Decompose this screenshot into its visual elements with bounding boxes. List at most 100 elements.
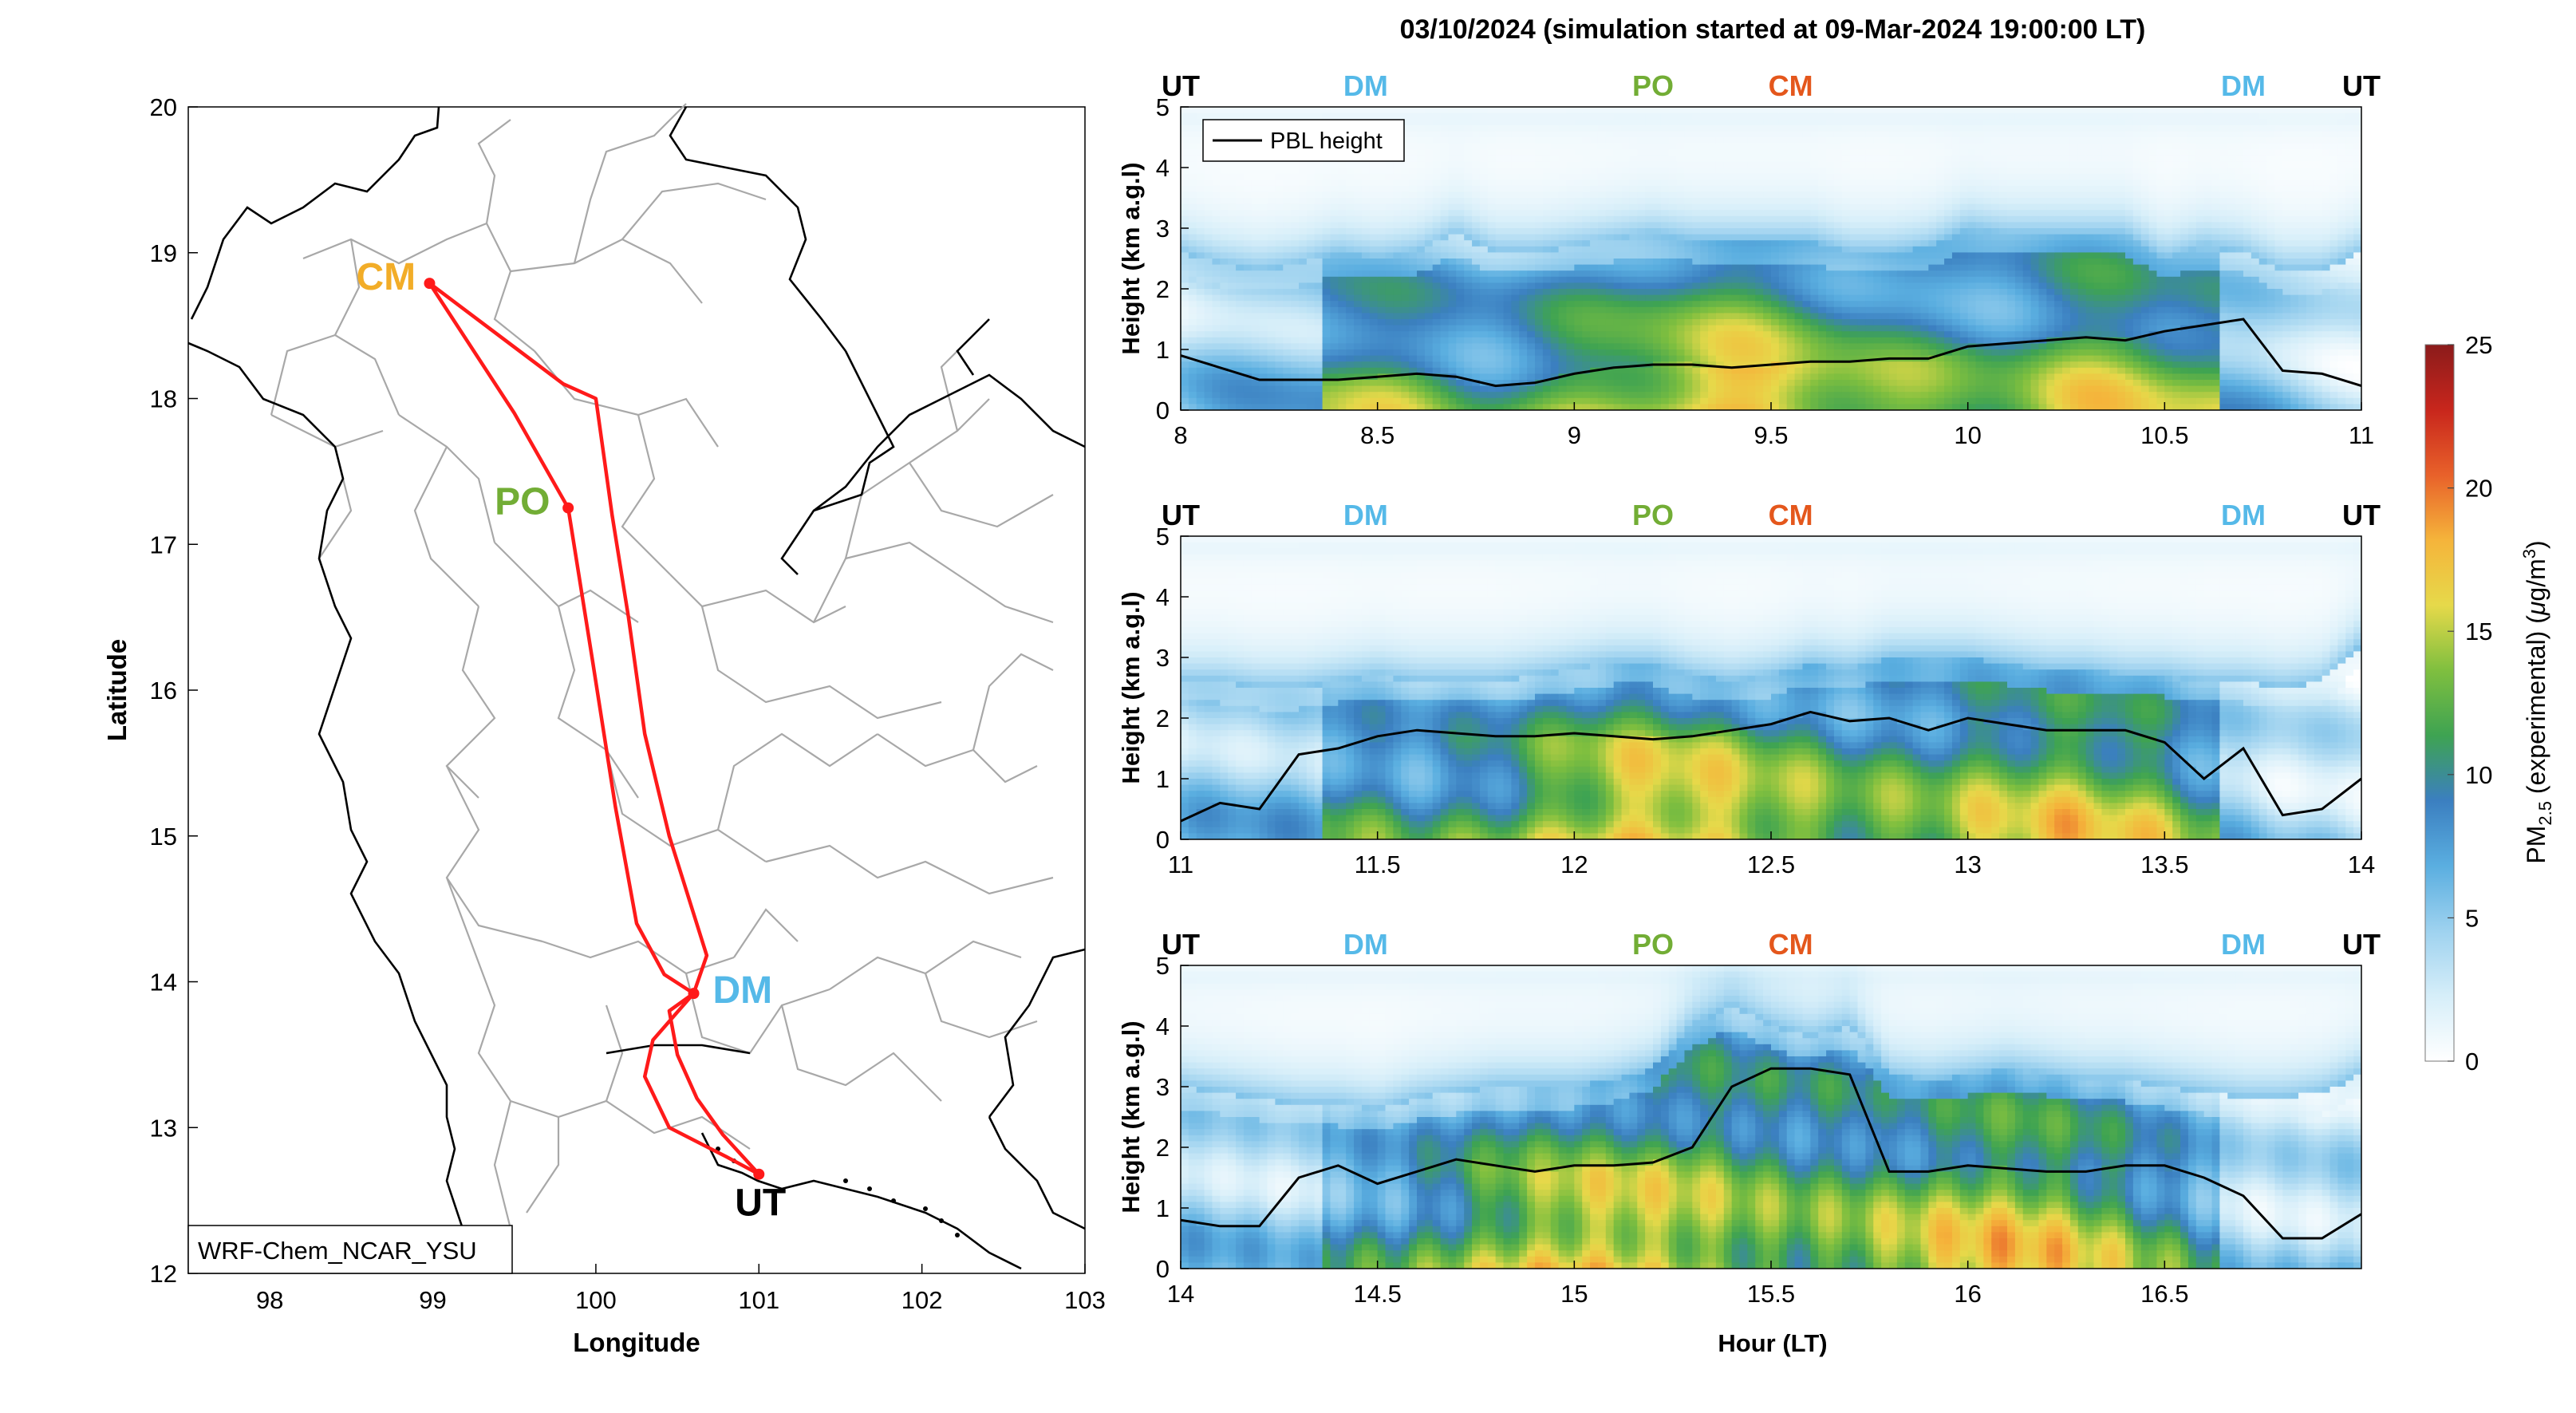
panel-x-tick-label: 11 [2349, 421, 2374, 449]
panel-x-tick-label: 14 [2348, 851, 2375, 878]
panel-x-tick-label: 15.5 [1747, 1280, 1795, 1308]
model-label: WRF-Chem_NCAR_YSU [198, 1237, 477, 1265]
panel-y-tick-label: 5 [1156, 952, 1170, 980]
panel-site-label-dm: DM [1343, 928, 1388, 961]
panel-site-label-ut: UT [1162, 69, 1200, 102]
colorbar-tick-label: 20 [2465, 475, 2492, 503]
colorbar-tick-label: 15 [2465, 618, 2492, 645]
pm25-heatmap-2 [1181, 536, 2361, 839]
panel-site-label-cm: CM [1769, 69, 1813, 102]
map-major-boundaries [187, 106, 1086, 1274]
colorbar-ticks: 0 5 10 15 20 25 [2448, 331, 2492, 1076]
map-y-label: Latitude [102, 639, 132, 741]
pm25-heatmap-3 [1181, 965, 2361, 1269]
panel-site-label-dm: DM [1343, 69, 1388, 102]
site-label-ut: UT [735, 1182, 786, 1225]
panel-x-tick-label: 8 [1174, 421, 1187, 449]
site-markers: CM PO DM UT [356, 256, 786, 1225]
route-path [428, 281, 760, 1176]
time-height-panel-1: 8 8.5 9 9.5 10 10.5 11 0 1 2 3 4 5 Height (km a.g.l) U… [1117, 69, 2381, 449]
colorbar: 0 5 10 15 20 25 PM2.5 (experimental) (μg/m3) [2424, 331, 2555, 1076]
map-y-axis: 12 13 14 15 16 17 18 19 20 [150, 93, 198, 1288]
panel-x-tick-label: 16.5 [2140, 1280, 2188, 1308]
pbl-height-line-2 [1181, 710, 2361, 823]
model-label-box [187, 1225, 513, 1274]
time-height-panel-3: 14 14.5 15 15.5 16 16.5 0 1 2 3 4 5 Height (km a.g.l… [1117, 928, 2381, 1308]
pbl-height-line-1 [1181, 318, 2361, 388]
colorbar-tick-label: 0 [2465, 1048, 2479, 1076]
colorbar-bar [2424, 344, 2455, 1062]
map-x-tick-label: 103 [1064, 1286, 1106, 1314]
colorbar-tick-label: 5 [2465, 904, 2479, 932]
map-x-label: Longitude [573, 1328, 700, 1357]
map-x-tick-label: 100 [575, 1286, 617, 1314]
map-y-tick-label: 19 [150, 239, 177, 267]
panel-site-label-dm: DM [2221, 499, 2266, 531]
map-y-tick-label: 18 [150, 385, 177, 413]
panel-y-tick-label: 1 [1156, 765, 1170, 793]
panel-y-tick-label: 4 [1156, 154, 1170, 182]
map-y-tick-label: 20 [150, 93, 177, 121]
site-marker-ut [753, 1168, 765, 1180]
map-frame [187, 106, 1086, 1274]
map-panel: CM PO DM UT 98 99 100 101 102 103 12 13 14 15 16 17 18… [102, 93, 1106, 1357]
panel-y-tick-label: 5 [1156, 93, 1170, 121]
map-x-tick-label: 102 [901, 1286, 943, 1314]
panel-x-tick-label: 11.5 [1355, 851, 1401, 878]
panel-site-label-dm: DM [1343, 499, 1388, 531]
panel-x-tick-label: 11 [1168, 851, 1193, 878]
panel-x-tick-label: 13.5 [2140, 851, 2188, 878]
panel-x-tick-label: 13 [1954, 851, 1981, 878]
pbl-height-line-3 [1181, 1067, 2361, 1240]
map-x-tick-label: 99 [419, 1286, 446, 1314]
map-y-tick-label: 12 [150, 1260, 177, 1288]
map-x-tick-label: 98 [256, 1286, 283, 1314]
panel-site-label-po: PO [1632, 69, 1674, 102]
map-minor-boundaries [270, 103, 1054, 1229]
panel-site-label-ut: UT [2342, 69, 2381, 102]
site-marker-cm [424, 278, 436, 290]
site-label-po: PO [495, 481, 550, 523]
site-marker-po [562, 502, 574, 514]
panel-site-label-ut: UT [2342, 928, 2381, 961]
panel-x-tick-label: 12 [1560, 851, 1588, 878]
panel-y-tick-label: 2 [1156, 1134, 1170, 1162]
panel-site-label-cm: CM [1769, 928, 1813, 961]
panel-y-tick-label: 4 [1156, 583, 1170, 611]
panel-y-tick-label: 3 [1156, 1073, 1170, 1101]
panel-y-label: Height (km a.g.l) [1117, 1020, 1145, 1213]
panel-site-label-ut: UT [2342, 499, 2381, 531]
panel-site-label-po: PO [1632, 499, 1674, 531]
pbl-legend: PBL height [1202, 119, 1405, 162]
panel-site-label-ut: UT [1162, 499, 1200, 531]
legend-label: PBL height [1270, 128, 1383, 154]
panel-x-tick-label: 12.5 [1747, 851, 1795, 878]
panel-y-tick-label: 1 [1156, 336, 1170, 364]
site-marker-dm [688, 988, 700, 1000]
panel-y-tick-label: 3 [1156, 215, 1170, 243]
panel-x-tick-label: 10 [1954, 421, 1981, 449]
panel-y-tick-label: 0 [1156, 826, 1170, 854]
map-y-tick-label: 17 [150, 531, 177, 558]
panel-x-tick-label: 8.5 [1360, 421, 1395, 449]
map-y-tick-label: 14 [150, 969, 177, 997]
bottom-x-label: Hour (LT) [1718, 1329, 1827, 1357]
site-label-dm: DM [713, 969, 773, 1012]
panel-y-tick-label: 0 [1156, 397, 1170, 424]
colorbar-tick-label: 25 [2465, 331, 2492, 359]
site-label-cm: CM [356, 256, 416, 298]
panel-x-tick-label: 15 [1560, 1280, 1588, 1308]
panel-y-tick-label: 2 [1156, 705, 1170, 732]
panel-site-label-cm: CM [1769, 499, 1813, 531]
panel-site-label-dm: DM [2221, 69, 2266, 102]
colorbar-tick-label: 10 [2465, 761, 2492, 789]
figure-title: 03/10/2024 (simulation started at 09-Mar… [1400, 14, 2146, 45]
panel-x-tick-label: 9 [1568, 421, 1581, 449]
panel-x-tick-label: 10.5 [2140, 421, 2188, 449]
panel-x-tick-label: 9.5 [1753, 421, 1788, 449]
map-y-tick-label: 13 [150, 1114, 177, 1142]
panel-x-tick-label: 14.5 [1353, 1280, 1401, 1308]
panel-y-label: Height (km a.g.l) [1117, 591, 1145, 783]
